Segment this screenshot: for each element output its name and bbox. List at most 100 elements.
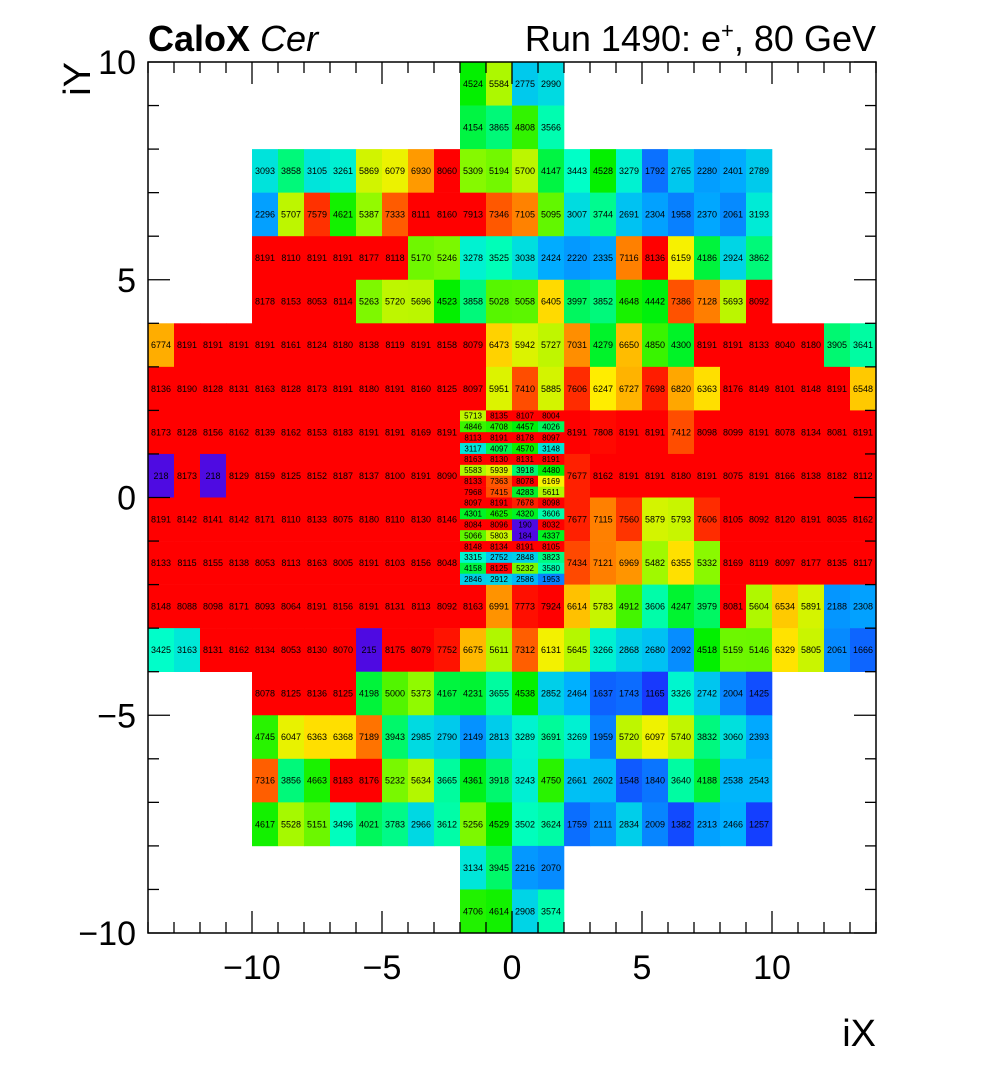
heatmap-cell <box>642 410 669 455</box>
heatmap-cell <box>616 758 643 803</box>
heatmap-cell <box>616 584 643 629</box>
cell-value-label: 8191 <box>697 340 717 350</box>
cell-value-label: 4167 <box>437 689 457 699</box>
heatmap-cell <box>824 497 851 542</box>
cell-value-label: 5604 <box>749 602 769 612</box>
heatmap-cell <box>148 366 175 411</box>
cell-value-label: 2908 <box>515 906 535 916</box>
cell-value-label: 8191 <box>411 340 431 350</box>
cell-value-label: 8156 <box>333 602 353 612</box>
heatmap-cell <box>590 192 617 237</box>
heatmap-cell <box>694 410 721 455</box>
cell-value-label: 3641 <box>853 340 873 350</box>
cell-value-label: 8162 <box>593 471 613 481</box>
cell-value-label: 3624 <box>541 819 561 829</box>
cell-value-label: 8191 <box>307 253 327 263</box>
cell-value-label: 7677 <box>567 471 587 481</box>
cell-value-label: 6548 <box>853 384 873 394</box>
cell-value-label: 8171 <box>229 602 249 612</box>
heatmap-cell <box>746 715 773 760</box>
cell-value-label: 3502 <box>515 819 535 829</box>
cell-value-label: 8111 <box>412 210 431 220</box>
heatmap-cell <box>304 584 331 629</box>
heatmap-cell <box>590 366 617 411</box>
heatmap-cell <box>720 149 747 193</box>
heatmap-cell <box>538 671 565 716</box>
cell-value-label: 2004 <box>723 689 743 699</box>
heatmap-cell <box>460 530 487 542</box>
cell-value-label: 2335 <box>593 253 613 263</box>
heatmap-cell <box>668 758 695 803</box>
heatmap-cell <box>304 323 331 368</box>
heatmap-cell <box>564 628 591 672</box>
heatmap-cell <box>746 628 773 672</box>
heatmap-cell <box>642 541 669 585</box>
cell-value-label: 1958 <box>671 210 691 220</box>
heatmap-cell <box>746 584 773 629</box>
heatmap-cell <box>642 715 669 760</box>
heatmap-cell <box>850 584 877 629</box>
cell-value-label: 6247 <box>593 384 613 394</box>
heatmap-cell <box>460 497 487 509</box>
cell-value-label: 8125 <box>437 384 457 394</box>
heatmap-cell <box>408 236 435 281</box>
cell-value-label: 2296 <box>255 210 275 220</box>
heatmap-cell <box>460 432 487 444</box>
cell-value-label: 8107 <box>516 412 534 421</box>
cell-value-label: 7121 <box>593 558 613 568</box>
cell-value-label: 8134 <box>255 645 275 655</box>
cell-value-label: 7678 <box>516 499 534 508</box>
heatmap-cell <box>512 149 539 193</box>
cell-value-label: 8099 <box>723 427 743 437</box>
cell-value-label: 8097 <box>542 433 560 442</box>
heatmap-cell <box>720 671 747 716</box>
heatmap-cell <box>200 628 227 672</box>
cell-value-label: 8103 <box>385 558 405 568</box>
cell-value-label: 7415 <box>490 488 508 497</box>
heatmap-cell <box>720 236 747 281</box>
cell-value-label: 8130 <box>490 455 508 464</box>
heatmap-cell <box>746 279 773 324</box>
cell-value-label: 8191 <box>385 427 405 437</box>
heatmap-cell <box>356 628 383 672</box>
heatmap-cell <box>460 584 487 629</box>
cell-value-label: 7410 <box>515 384 535 394</box>
cell-value-label: 8078 <box>255 689 275 699</box>
heatmap-cell <box>330 802 357 847</box>
cell-value-label: 8175 <box>385 645 405 655</box>
heatmap-cell <box>486 236 513 281</box>
cell-value-label: 4570 <box>516 444 534 453</box>
cell-value-label: 3574 <box>541 906 561 916</box>
cell-value-label: 8162 <box>853 514 873 524</box>
cell-value-label: 4300 <box>671 340 691 350</box>
cell-value-label: 3783 <box>385 819 405 829</box>
heatmap-cell <box>460 464 487 477</box>
heatmap-cell <box>564 192 591 237</box>
cell-value-label: 8117 <box>853 558 872 568</box>
cell-value-label: 4231 <box>463 689 483 699</box>
heatmap-cell <box>772 541 799 585</box>
heatmap-cell <box>382 236 409 281</box>
heatmap-cell <box>434 236 461 281</box>
cell-value-label: 7434 <box>567 558 587 568</box>
heatmap-cell <box>746 323 773 368</box>
cell-value-label: 2061 <box>827 645 847 655</box>
cell-value-label: 8078 <box>516 477 534 486</box>
cell-value-label: 4538 <box>515 689 535 699</box>
cell-value-label: 4320 <box>516 510 534 519</box>
cell-value-label: 6097 <box>645 732 665 742</box>
heatmap-cell <box>460 889 487 934</box>
heatmap-cell <box>434 758 461 803</box>
cell-value-label: 2308 <box>853 602 873 612</box>
heatmap-cell <box>512 541 539 553</box>
heatmap-cell <box>824 541 851 585</box>
cell-value-label: 8070 <box>333 645 353 655</box>
heatmap-cell <box>174 584 201 629</box>
cell-value-label: 5720 <box>385 297 405 307</box>
heatmap-cell <box>694 584 721 629</box>
heatmap-cell <box>486 453 513 466</box>
cell-value-label: 2852 <box>541 689 561 699</box>
cell-value-label: 3823 <box>542 553 560 562</box>
cell-value-label: 6159 <box>671 253 691 263</box>
cell-value-label: 8079 <box>411 645 431 655</box>
